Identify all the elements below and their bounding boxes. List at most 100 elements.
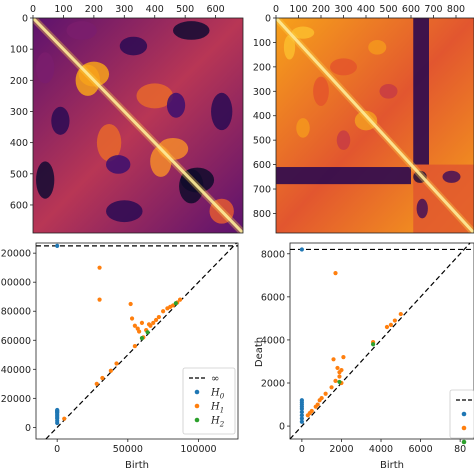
heatmap-2-y-ticks: 0 100 200 300 400 500 600 700 800 xyxy=(253,14,276,220)
point-H1 xyxy=(128,301,133,307)
y-tick-label: 800 xyxy=(253,209,271,220)
y-tick-label: 400 xyxy=(253,111,271,122)
x-tick-label: 80 xyxy=(454,444,466,455)
x-tick-label: 6000 xyxy=(408,444,432,455)
y-tick-label: 300 xyxy=(10,107,28,118)
legend-dot xyxy=(461,439,467,445)
diagonal-glow xyxy=(33,18,243,233)
x-tick-label: 100 xyxy=(289,4,307,15)
point-H0 xyxy=(55,243,60,249)
x-tick-label: 600 xyxy=(207,4,225,15)
heatmap-blob xyxy=(336,130,351,150)
point-H1 xyxy=(108,368,113,373)
legend-dot xyxy=(461,411,467,417)
point-H0 xyxy=(299,247,304,252)
heatmap-blob xyxy=(66,21,97,40)
point-H1 xyxy=(333,378,338,383)
y-tick-label: 400 xyxy=(10,138,28,149)
point-H1 xyxy=(114,361,119,366)
y-tick-label: 20000 xyxy=(1,394,31,405)
point-H1 xyxy=(137,329,142,334)
heatmap-2-texture xyxy=(276,18,474,233)
heatmap-blob xyxy=(75,64,100,96)
x-tick-label: 4000 xyxy=(369,444,393,455)
heatmap-blob xyxy=(379,83,398,99)
heatmap-blob xyxy=(106,200,143,223)
point-H1 xyxy=(335,365,340,371)
point-H1 xyxy=(317,398,322,403)
x-tick-label: 600 xyxy=(402,4,420,15)
heatmap-blob xyxy=(313,76,329,106)
y-tick-label: 80000 xyxy=(1,307,31,318)
point-H1 xyxy=(132,343,137,349)
point-H1 xyxy=(331,357,336,362)
heatmap-dark-band xyxy=(276,167,411,185)
point-H1 xyxy=(384,324,390,330)
heatmap-blob xyxy=(211,92,233,131)
x-tick-label: 100000 xyxy=(180,444,216,455)
x-tick-label: 500 xyxy=(379,4,397,15)
x-tick-label: 500 xyxy=(176,4,194,15)
heatmap-blob xyxy=(136,83,174,109)
heatmap-blob xyxy=(354,110,378,131)
x-tick-label: 800 xyxy=(447,4,465,15)
y-tick-label: 60000 xyxy=(1,336,31,347)
x-tick-label: 400 xyxy=(146,4,164,15)
x-tick-label: 0 xyxy=(299,444,305,455)
heatmap-blob xyxy=(173,21,210,40)
pd1-content: 0 50000 100000 0 20000 40000 60000 80000 100000 1… xyxy=(0,242,238,455)
diagonal-line xyxy=(33,18,243,233)
heatmap-blob xyxy=(330,58,357,76)
legend-dot xyxy=(194,417,200,423)
heatmap-blob xyxy=(36,161,55,199)
y-tick-label: 0 xyxy=(279,422,285,433)
heatmap-blob xyxy=(96,123,122,162)
point-H1 xyxy=(313,404,318,409)
point-H1 xyxy=(337,374,342,379)
pd2-content: 0 2000 4000 6000 80 0 2000 4000 6000 8000 xyxy=(261,242,474,455)
y-tick-label: 0 xyxy=(22,14,28,25)
heatmap-blob xyxy=(36,52,55,84)
heatmap-dark-band xyxy=(413,18,429,165)
point-H1 xyxy=(323,391,328,396)
heatmap-blob xyxy=(442,170,461,183)
y-tick-label: 500 xyxy=(10,169,28,180)
y-tick-label: 0 xyxy=(265,14,271,25)
point-H1 xyxy=(97,265,102,270)
point-H1 xyxy=(94,381,99,386)
x-tick-label: 300 xyxy=(334,4,352,15)
point-H1 xyxy=(329,385,334,390)
y-tick-label: 600 xyxy=(253,160,271,171)
y-tick-label: 2000 xyxy=(261,379,285,390)
point-H1 xyxy=(132,323,137,328)
y-tick-label: 300 xyxy=(253,87,271,98)
heatmap-blob xyxy=(296,118,310,138)
x-tick-label: 0 xyxy=(30,4,36,15)
y-tick-label: 600 xyxy=(10,200,28,211)
heatmap-2-frame xyxy=(275,17,474,234)
point-H1 xyxy=(333,271,338,276)
x-tick-label: 2000 xyxy=(329,444,353,455)
y-tick-label: 200 xyxy=(10,76,28,87)
y-tick-label: 8000 xyxy=(261,249,285,260)
heatmap-2: 0 100 200 300 400 500 600 700 800 0 100 200 300 400 5… xyxy=(253,4,474,234)
diagonal-glow xyxy=(276,18,474,233)
legend-dot xyxy=(194,389,200,395)
x-tick-label: 700 xyxy=(424,4,442,15)
y-tick-label: 100000 xyxy=(0,278,31,289)
point-H2 xyxy=(139,335,145,341)
heatmap-blob xyxy=(291,26,315,39)
heatmap-blob xyxy=(368,39,387,55)
y-tick-label: 40000 xyxy=(1,365,31,376)
point-H1 xyxy=(100,375,105,381)
heatmap-1-y-ticks: 0 100 200 300 400 500 600 xyxy=(10,14,33,211)
point-H1 xyxy=(398,311,403,317)
point-H0 xyxy=(299,416,304,421)
point-H2 xyxy=(173,301,178,306)
x-tick-label: 50000 xyxy=(113,444,143,455)
heatmap-1-texture xyxy=(33,18,243,233)
point-H1 xyxy=(129,316,135,321)
heatmap-blob xyxy=(166,92,186,118)
point-H2 xyxy=(337,379,342,385)
pd1-x-axis-label: Birth xyxy=(125,460,149,471)
